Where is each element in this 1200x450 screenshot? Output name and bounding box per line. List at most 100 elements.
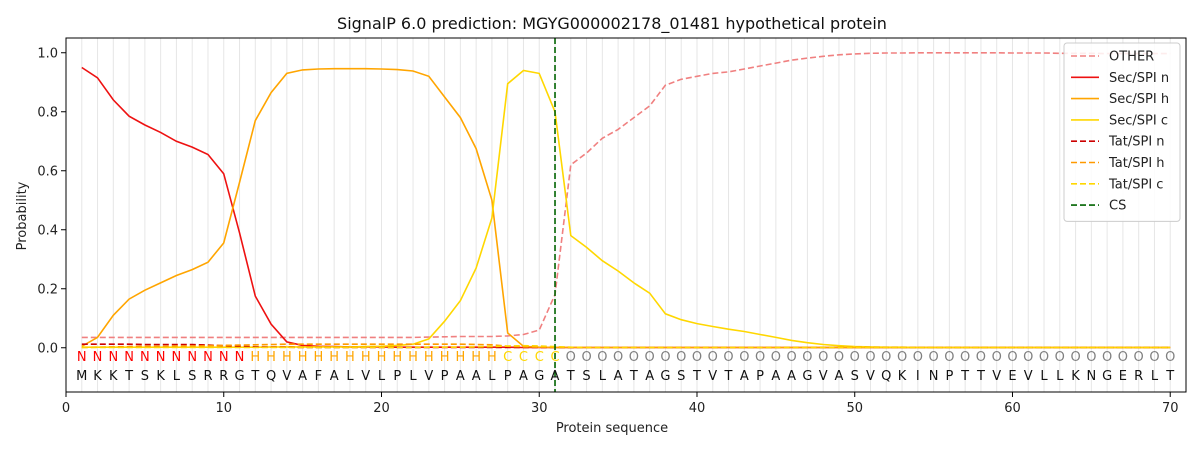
residue-letter: T xyxy=(724,369,733,384)
y-tick-label: 0.8 xyxy=(37,105,58,120)
region-label: O xyxy=(660,350,670,365)
legend-label: Sec/SPI h xyxy=(1109,92,1169,107)
chart-title: SignalP 6.0 prediction: MGYG000002178_01… xyxy=(337,14,887,34)
region-label: N xyxy=(140,350,150,365)
x-tick-label: 30 xyxy=(531,401,548,416)
residue-letter: G xyxy=(1102,369,1112,384)
region-label: O xyxy=(755,350,765,365)
residue-letter: K xyxy=(156,369,165,384)
residue-letter: A xyxy=(456,369,465,384)
residue-letter: L xyxy=(378,369,386,384)
region-label: O xyxy=(787,350,797,365)
residue-letter: P xyxy=(441,369,449,384)
residue-letter: V xyxy=(424,369,433,384)
residue-letter: A xyxy=(614,369,623,384)
region-label: O xyxy=(1149,350,1159,365)
residue-letter: V xyxy=(992,369,1001,384)
residue-letter: Q xyxy=(266,369,276,384)
region-label: O xyxy=(1007,350,1017,365)
residue-letter: S xyxy=(582,369,590,384)
residue-letter: V xyxy=(1024,369,1033,384)
region-label: N xyxy=(93,350,103,365)
region-label: H xyxy=(377,350,387,365)
region-label: O xyxy=(723,350,733,365)
grid-layer xyxy=(81,38,1171,392)
residue-letter: V xyxy=(819,369,828,384)
region-label: O xyxy=(865,350,875,365)
residue-letter: K xyxy=(93,369,102,384)
x-tick-label: 10 xyxy=(215,401,232,416)
residue-letter: L xyxy=(173,369,181,384)
region-label: O xyxy=(1086,350,1096,365)
region-label: O xyxy=(629,350,639,365)
x-tick-label: 50 xyxy=(846,401,863,416)
legend-label: OTHER xyxy=(1109,50,1154,65)
x-tick-label: 70 xyxy=(1162,401,1179,416)
residue-letter: I xyxy=(916,369,920,384)
region-label: O xyxy=(834,350,844,365)
y-tick-label: 0.4 xyxy=(37,223,58,238)
residue-letter: S xyxy=(141,369,149,384)
x-tick-label: 40 xyxy=(689,401,706,416)
region-label: N xyxy=(187,350,197,365)
residue-letter: E xyxy=(1119,369,1127,384)
region-label: H xyxy=(361,350,371,365)
region-label: N xyxy=(172,350,182,365)
residue-letter: F xyxy=(315,369,322,384)
region-label: O xyxy=(944,350,954,365)
region-label: O xyxy=(676,350,686,365)
residue-letter: K xyxy=(109,369,118,384)
residue-letter: K xyxy=(1071,369,1080,384)
region-label: H xyxy=(487,350,497,365)
region-label: N xyxy=(124,350,134,365)
region-label: O xyxy=(1023,350,1033,365)
residue-letter: S xyxy=(188,369,196,384)
region-label: O xyxy=(913,350,923,365)
region-label: O xyxy=(1102,350,1112,365)
x-tick-label: 20 xyxy=(373,401,390,416)
residue-letter: L xyxy=(409,369,417,384)
region-label: O xyxy=(566,350,576,365)
axes-layer: 0 10 20 30 40 50 60 70 0.0 0.2 0.4 0.6 0.8 1.0 xyxy=(37,46,1178,416)
region-label: C xyxy=(535,350,544,365)
residue-letter: A xyxy=(835,369,844,384)
region-label: O xyxy=(960,350,970,365)
residue-letter: T xyxy=(124,369,133,384)
region-label: N xyxy=(219,350,229,365)
y-tick-label: 0.2 xyxy=(37,282,58,297)
residue-letter: S xyxy=(677,369,685,384)
series-line-sec-spi-c xyxy=(81,69,1171,349)
x-axis-label: Protein sequence xyxy=(556,421,668,436)
region-label: O xyxy=(992,350,1002,365)
region-label: O xyxy=(928,350,938,365)
residue-letter: R xyxy=(1134,369,1143,384)
residue-letter: A xyxy=(519,369,528,384)
region-label: H xyxy=(250,350,260,365)
region-label: C xyxy=(519,350,528,365)
residue-letter: L xyxy=(1056,369,1064,384)
legend-label: Sec/SPI c xyxy=(1109,113,1168,128)
region-label: O xyxy=(802,350,812,365)
region-label: O xyxy=(708,350,718,365)
residue-letter: V xyxy=(708,369,717,384)
region-label: O xyxy=(1070,350,1080,365)
residue-letter: A xyxy=(740,369,749,384)
region-label: H xyxy=(471,350,481,365)
region-label: H xyxy=(392,350,402,365)
residue-letter: T xyxy=(960,369,969,384)
region-label: O xyxy=(1055,350,1065,365)
legend-label: Tat/SPI n xyxy=(1108,135,1165,150)
letters-layer: NMNKNKNTNSNKNLNSNRNRNGHTHQHVHAHFHAHLHVHL… xyxy=(76,350,1175,384)
residue-letter: V xyxy=(866,369,875,384)
plot-frame xyxy=(65,37,1187,393)
residue-letter: T xyxy=(250,369,259,384)
region-label: H xyxy=(282,350,292,365)
y-axis-label: Probability xyxy=(15,181,30,250)
region-label: O xyxy=(1118,350,1128,365)
residue-letter: L xyxy=(599,369,607,384)
region-label: O xyxy=(850,350,860,365)
region-label: H xyxy=(345,350,355,365)
region-label: O xyxy=(818,350,828,365)
residue-letter: Q xyxy=(881,369,891,384)
region-label: H xyxy=(408,350,418,365)
